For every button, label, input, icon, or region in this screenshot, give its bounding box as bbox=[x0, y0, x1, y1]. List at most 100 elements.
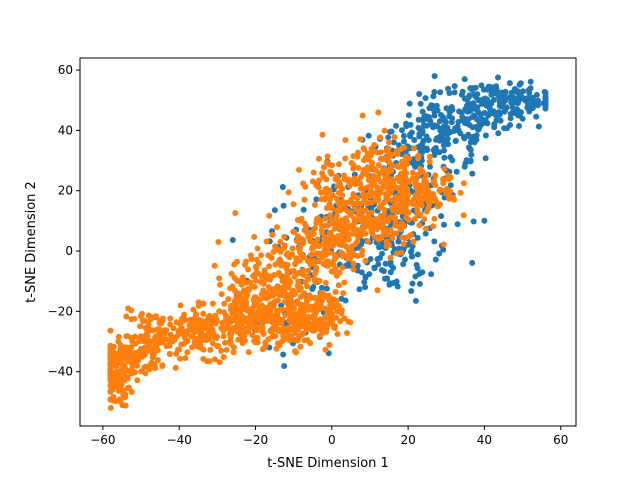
data-point-orange bbox=[297, 343, 304, 350]
data-point-orange bbox=[220, 333, 227, 340]
data-point-orange bbox=[251, 337, 258, 344]
y-tick-label: 60 bbox=[58, 63, 73, 77]
data-point-orange bbox=[400, 241, 407, 248]
data-point-blue bbox=[464, 102, 471, 109]
data-point-orange bbox=[153, 344, 160, 351]
data-point-orange bbox=[326, 297, 333, 304]
data-point-orange bbox=[255, 260, 262, 267]
data-point-blue bbox=[280, 202, 287, 209]
data-point-blue bbox=[376, 244, 383, 251]
data-point-orange bbox=[107, 327, 114, 334]
data-point-orange bbox=[380, 183, 387, 190]
data-point-orange bbox=[254, 296, 261, 303]
data-point-orange bbox=[275, 259, 282, 266]
data-point-blue bbox=[438, 127, 445, 133]
data-point-orange bbox=[327, 320, 334, 327]
data-point-blue bbox=[428, 271, 435, 278]
data-point-orange bbox=[350, 191, 357, 198]
data-point-orange bbox=[381, 211, 388, 218]
data-point-orange bbox=[347, 319, 354, 326]
data-point-orange bbox=[380, 166, 386, 173]
data-point-orange bbox=[231, 298, 238, 305]
data-point-blue bbox=[387, 128, 394, 135]
data-point-orange bbox=[147, 316, 154, 323]
data-point-orange bbox=[292, 261, 299, 268]
data-point-blue bbox=[418, 130, 425, 137]
data-point-orange bbox=[107, 366, 114, 373]
data-point-orange bbox=[295, 245, 302, 252]
data-point-orange bbox=[293, 255, 300, 262]
data-point-orange bbox=[235, 336, 242, 343]
data-point-orange bbox=[436, 187, 443, 194]
data-point-blue bbox=[482, 155, 489, 162]
data-point-orange bbox=[278, 328, 285, 335]
data-point-orange bbox=[124, 333, 131, 339]
data-point-orange bbox=[325, 313, 332, 319]
data-point-orange bbox=[408, 232, 415, 238]
data-point-orange bbox=[431, 195, 438, 202]
data-point-orange bbox=[375, 175, 382, 182]
data-point-blue bbox=[436, 250, 443, 257]
data-point-orange bbox=[290, 201, 297, 208]
data-point-blue bbox=[469, 124, 476, 131]
data-point-orange bbox=[354, 195, 361, 202]
data-point-blue bbox=[482, 132, 489, 139]
data-point-orange bbox=[339, 185, 346, 192]
data-point-orange bbox=[325, 258, 332, 265]
data-point-orange bbox=[166, 338, 173, 345]
data-point-orange bbox=[386, 241, 392, 248]
data-point-blue bbox=[414, 251, 421, 258]
data-point-blue bbox=[509, 104, 516, 111]
data-point-orange bbox=[227, 338, 234, 345]
data-point-orange bbox=[355, 211, 362, 218]
data-point-orange bbox=[344, 208, 351, 215]
data-point-orange bbox=[334, 183, 341, 190]
data-point-orange bbox=[392, 222, 399, 229]
data-point-orange bbox=[373, 198, 380, 204]
data-point-blue bbox=[535, 123, 542, 130]
data-point-blue bbox=[441, 221, 447, 228]
data-point-orange bbox=[393, 184, 400, 191]
data-point-orange bbox=[400, 208, 407, 215]
data-point-blue bbox=[309, 286, 316, 292]
data-point-orange bbox=[284, 300, 291, 307]
data-point-orange bbox=[141, 317, 148, 324]
data-point-orange bbox=[212, 312, 219, 319]
data-point-orange bbox=[211, 262, 218, 269]
data-point-blue bbox=[468, 151, 475, 158]
data-point-orange bbox=[405, 209, 412, 216]
data-point-orange bbox=[276, 270, 282, 276]
data-point-blue bbox=[451, 83, 458, 90]
data-point-orange bbox=[142, 370, 149, 377]
data-point-orange bbox=[401, 190, 408, 197]
x-axis-label: t-SNE Dimension 1 bbox=[267, 456, 389, 471]
data-point-orange bbox=[366, 193, 373, 200]
data-point-blue bbox=[461, 76, 468, 83]
data-point-orange bbox=[243, 279, 249, 286]
data-point-orange bbox=[387, 254, 394, 261]
data-point-blue bbox=[375, 261, 382, 268]
data-point-orange bbox=[282, 312, 289, 318]
data-point-orange bbox=[440, 176, 446, 183]
data-point-blue bbox=[428, 102, 435, 109]
data-point-blue bbox=[408, 129, 415, 136]
data-point-blue bbox=[542, 90, 549, 97]
data-point-blue bbox=[454, 221, 461, 228]
data-point-orange bbox=[117, 349, 124, 356]
data-point-orange bbox=[130, 360, 136, 367]
data-point-blue bbox=[542, 95, 549, 102]
data-point-orange bbox=[244, 291, 251, 298]
data-point-orange bbox=[272, 298, 278, 305]
data-point-blue bbox=[449, 157, 456, 164]
data-point-orange bbox=[301, 337, 308, 344]
data-point-orange bbox=[354, 253, 361, 259]
data-point-orange bbox=[431, 215, 438, 222]
data-point-blue bbox=[379, 250, 385, 257]
x-axis-ticks: −60 −40 −20 0 20 40 60 bbox=[90, 426, 568, 447]
data-point-orange bbox=[405, 216, 412, 223]
data-point-blue bbox=[395, 238, 402, 245]
data-point-orange bbox=[277, 238, 284, 245]
data-point-orange bbox=[409, 169, 416, 176]
data-point-blue bbox=[432, 256, 439, 263]
